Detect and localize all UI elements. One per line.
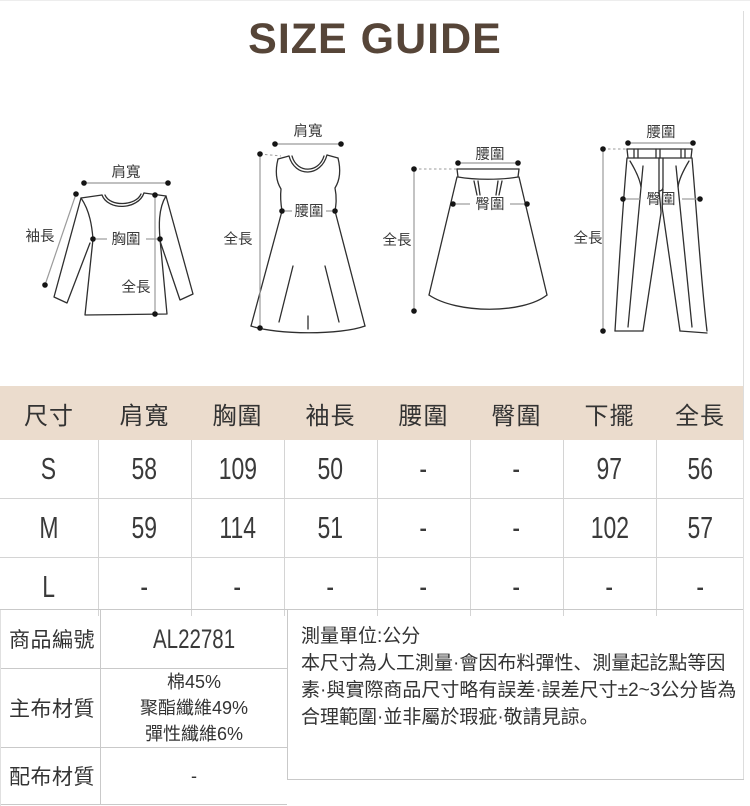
skirt-waist-label: 腰圍 [476,147,505,163]
size-row-s: S 58 109 50 - - 97 56 [0,440,744,499]
cell-value: 57 [687,510,714,545]
top-sleeve-label: 袖長 [26,228,55,245]
cell-value: M [39,510,59,545]
lining-fabric-value: - [191,766,197,786]
pants-hip-label: 臀圍 [647,192,676,208]
pants-outline [614,148,708,334]
cell-value: - [512,569,521,604]
cell-value: S [41,451,57,486]
cell-value: 97 [596,451,623,486]
top-shoulder-label: 肩寬 [112,163,141,181]
top-outline [53,192,194,316]
measurement-disclaimer: 本尺寸為人工測量·會因布料彈性、測量起訖點等因素·與實際商品尺寸略有誤差·誤差尺… [301,653,737,728]
skirt-hip-label: 臀圍 [476,197,505,213]
pants-length-label: 全長 [574,229,603,247]
diagram-a-line-skirt: 腰圍 臀圍 全長 [383,147,548,314]
cell-value: - [512,451,521,486]
header-length: 全長 [656,386,744,440]
main-fabric-line: 棉45% [166,672,222,692]
header-waist: 腰圍 [377,386,470,440]
header-shoulder: 肩寬 [98,386,191,440]
size-table: 尺寸 肩寬 胸圍 袖長 腰圍 臀圍 下擺 全長 S 58 109 50 - - … [0,386,744,616]
size-table-header-row: 尺寸 肩寬 胸圍 袖長 腰圍 臀圍 下擺 全長 [0,386,744,440]
top-measure-lines [42,180,171,317]
product-info-table: 商品編號 AL22781 主布材質 棉45% 聚酯纖維49% 彈性纖維6% 配布… [0,610,287,806]
diagram-pants: 腰圍 臀圍 全長 [574,125,708,334]
dress-waist-label: 腰圍 [295,204,324,220]
diagram-long-sleeve-top: 肩寬 袖長 胸圍 全長 [26,163,194,317]
dress-length-label: 全長 [224,230,253,248]
cell-value: 58 [131,451,158,486]
cell-value: 59 [131,510,158,545]
cell-value: - [233,569,242,604]
product-code-label: 商品編號 [1,610,101,668]
measurement-unit-line: 測量單位:公分 [301,626,421,647]
header-chest: 胸圍 [191,386,284,440]
cell-value: - [419,569,428,604]
product-code-value: AL22781 [152,624,236,654]
info-row-lining-fabric: 配布材質 - [1,748,287,805]
cell-value: 56 [687,451,714,486]
lining-fabric-label: 配布材質 [1,748,101,804]
cell-value: - [512,510,521,545]
size-row-l: L - - - - - - - [0,557,744,616]
cell-value: - [326,569,335,604]
size-row-m: M 59 114 51 - - 102 57 [0,498,744,558]
top-chest-label: 胸圍 [112,231,141,248]
header-size: 尺寸 [0,386,98,440]
skirt-length-label: 全長 [383,231,412,249]
cell-value: - [605,569,614,604]
dress-measure-lines [257,141,344,331]
skirt-measure-lines [411,160,530,314]
diagram-sleeveless-dress: 肩寬 腰圍 全長 [224,122,366,334]
cell-value: L [42,569,56,604]
cell-value: 102 [590,510,629,545]
content-right-border [743,11,744,779]
cell-value: - [419,510,428,545]
header-hem: 下擺 [563,386,656,440]
skirt-outline [428,168,548,310]
cell-value: - [419,451,428,486]
info-row-main-fabric: 主布材質 棉45% 聚酯纖維49% 彈性纖維6% [1,669,287,748]
cell-value: 114 [219,510,256,545]
main-fabric-label: 主布材質 [1,669,101,747]
page-title: SIZE GUIDE [248,15,502,63]
cell-value: - [140,569,149,604]
top-length-label: 全長 [122,278,151,296]
cell-value: - [696,569,705,604]
pants-waist-label: 腰圍 [647,125,676,141]
cell-value: 109 [218,451,257,486]
info-row-product-code: 商品編號 AL22781 [1,610,287,669]
measurement-notes: 測量單位:公分 本尺寸為人工測量·會因布料彈性、測量起訖點等因素·與實際商品尺寸… [287,610,744,780]
product-info-section: 商品編號 AL22781 主布材質 棉45% 聚酯纖維49% 彈性纖維6% 配布… [0,609,744,806]
header-sleeve: 袖長 [284,386,377,440]
header-hip: 臀圍 [470,386,563,440]
cell-value: 51 [317,510,344,545]
pants-measure-lines [600,140,703,334]
main-fabric-line: 彈性纖維6% [144,724,243,744]
dress-outline [250,154,366,334]
dress-shoulder-label: 肩寬 [294,122,323,140]
main-fabric-line: 聚酯纖維49% [139,698,249,718]
cell-value: 50 [317,451,344,486]
